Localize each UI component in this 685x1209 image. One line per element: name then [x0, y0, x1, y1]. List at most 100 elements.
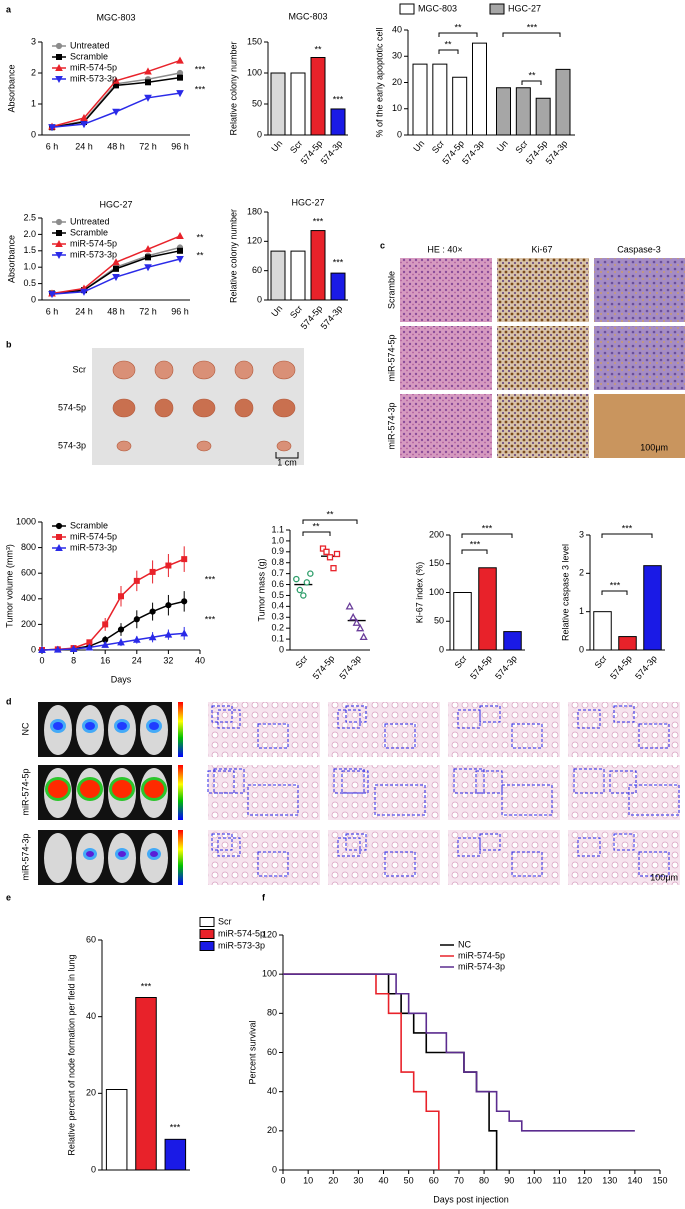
- x-tick-label: 574-3p: [319, 303, 345, 331]
- y-tick-label: 40: [267, 1086, 277, 1096]
- legend-label: HGC-27: [508, 3, 541, 13]
- y-tick-label: 10: [392, 103, 402, 113]
- y-axis-title: Relative percent of node formation per f…: [66, 954, 76, 1155]
- y-tick-label: 180: [247, 206, 262, 216]
- marker: [144, 245, 152, 253]
- y-tick-label: 200: [429, 529, 444, 539]
- color-bar: [178, 830, 183, 885]
- legend-marker: [56, 230, 62, 236]
- lung-section: [328, 702, 440, 757]
- x-tick-label: Un: [269, 303, 284, 318]
- chart-title: HGC-27: [291, 197, 324, 207]
- signal: [117, 722, 127, 730]
- marker: [112, 108, 120, 116]
- x-tick-label: 72 h: [139, 141, 157, 151]
- y-tick-label: 0: [272, 1164, 277, 1174]
- x-tick-label: 0: [39, 655, 44, 665]
- panel-letter: b: [6, 339, 12, 349]
- bar: [290, 72, 306, 136]
- bracket: [461, 549, 488, 554]
- y-tick-label: 0: [31, 129, 36, 139]
- y-tick-label: 120: [247, 236, 262, 246]
- series-line: [41, 600, 185, 651]
- tumor-focus: [613, 705, 635, 723]
- y-tick-label: 800: [21, 542, 36, 552]
- y-tick-label: 100: [262, 969, 277, 979]
- legend-marker: [55, 252, 63, 260]
- y-tick-label: 150: [429, 558, 444, 568]
- x-tick-label: Scr: [288, 303, 304, 320]
- bar: [412, 63, 428, 136]
- significance: ***: [195, 64, 206, 74]
- marker: [300, 592, 307, 599]
- marker: [180, 629, 189, 637]
- marker: [165, 602, 172, 609]
- column-header: Caspase-3: [617, 244, 661, 254]
- y-tick-label: 1.1: [271, 524, 284, 534]
- scale-label: 100μm: [650, 872, 678, 882]
- x-tick-label: 30: [353, 1175, 363, 1185]
- legend-label: miR-574-3p: [458, 961, 505, 971]
- scale-bar: [275, 452, 299, 459]
- tumor-focus: [577, 709, 601, 729]
- signal: [80, 780, 100, 798]
- tumor-focus: [217, 709, 241, 729]
- tumor-focus: [345, 833, 367, 851]
- scale-label: 1 cm: [277, 457, 297, 467]
- significance: ***: [470, 539, 481, 549]
- signal: [85, 722, 95, 730]
- significance: ***: [195, 84, 206, 94]
- micrograph: [497, 258, 589, 322]
- y-tick-label: 3: [31, 36, 36, 46]
- y-tick-label: 150: [247, 36, 262, 46]
- tumor-focus: [638, 851, 670, 877]
- y-tick-label: 3: [579, 529, 584, 539]
- tumor-focus: [211, 833, 233, 851]
- marker: [80, 121, 88, 129]
- x-axis-title: Days post injection: [433, 1194, 509, 1204]
- marker: [48, 124, 56, 132]
- legend-swatch: [199, 929, 215, 939]
- marker: [133, 577, 140, 584]
- legend-swatch: [199, 941, 215, 951]
- tumor-focus: [609, 770, 637, 794]
- legend-marker: [55, 76, 63, 84]
- x-tick-label: 574-5p: [608, 653, 634, 681]
- x-tick-label: 24 h: [75, 141, 93, 151]
- x-tick-label: Un: [411, 138, 426, 153]
- x-axis-title: Days: [111, 674, 132, 684]
- bar: [535, 97, 551, 136]
- y-axis-title: % of the early apoptotic cell: [374, 27, 384, 137]
- y-axis-title: Absorbance: [6, 235, 16, 283]
- legend-label: NC: [458, 939, 471, 949]
- y-tick-label: 60: [252, 265, 262, 275]
- row-label: Scramble: [386, 271, 396, 309]
- significance: ***: [141, 981, 152, 991]
- legend-label: Scr: [218, 916, 232, 926]
- legend-label: miR-573-3p: [70, 542, 117, 552]
- chart-title: MGC-803: [96, 12, 135, 22]
- bar: [453, 592, 472, 651]
- x-tick-label: 574-3p: [319, 138, 345, 166]
- panel-letter: f: [262, 892, 266, 902]
- legend-swatch: [489, 3, 505, 15]
- survival-curve: [283, 973, 440, 1170]
- x-tick-label: 72 h: [139, 306, 157, 316]
- marker: [177, 74, 183, 81]
- significance: ***: [313, 216, 324, 226]
- micrograph: [400, 326, 492, 390]
- lung-section: [448, 765, 560, 820]
- legend-label: MGC-803: [418, 3, 457, 13]
- signal: [48, 780, 68, 798]
- marker: [144, 264, 152, 272]
- marker: [181, 598, 188, 605]
- legend-marker: [55, 522, 63, 530]
- tumor: [154, 360, 174, 380]
- tumor-focus: [257, 723, 289, 749]
- marker: [113, 265, 119, 272]
- x-tick-label: 0: [280, 1175, 285, 1185]
- x-tick-label: 48 h: [107, 306, 125, 316]
- bar: [643, 565, 662, 651]
- x-tick-label: Scr: [288, 138, 304, 155]
- tumor: [196, 440, 212, 452]
